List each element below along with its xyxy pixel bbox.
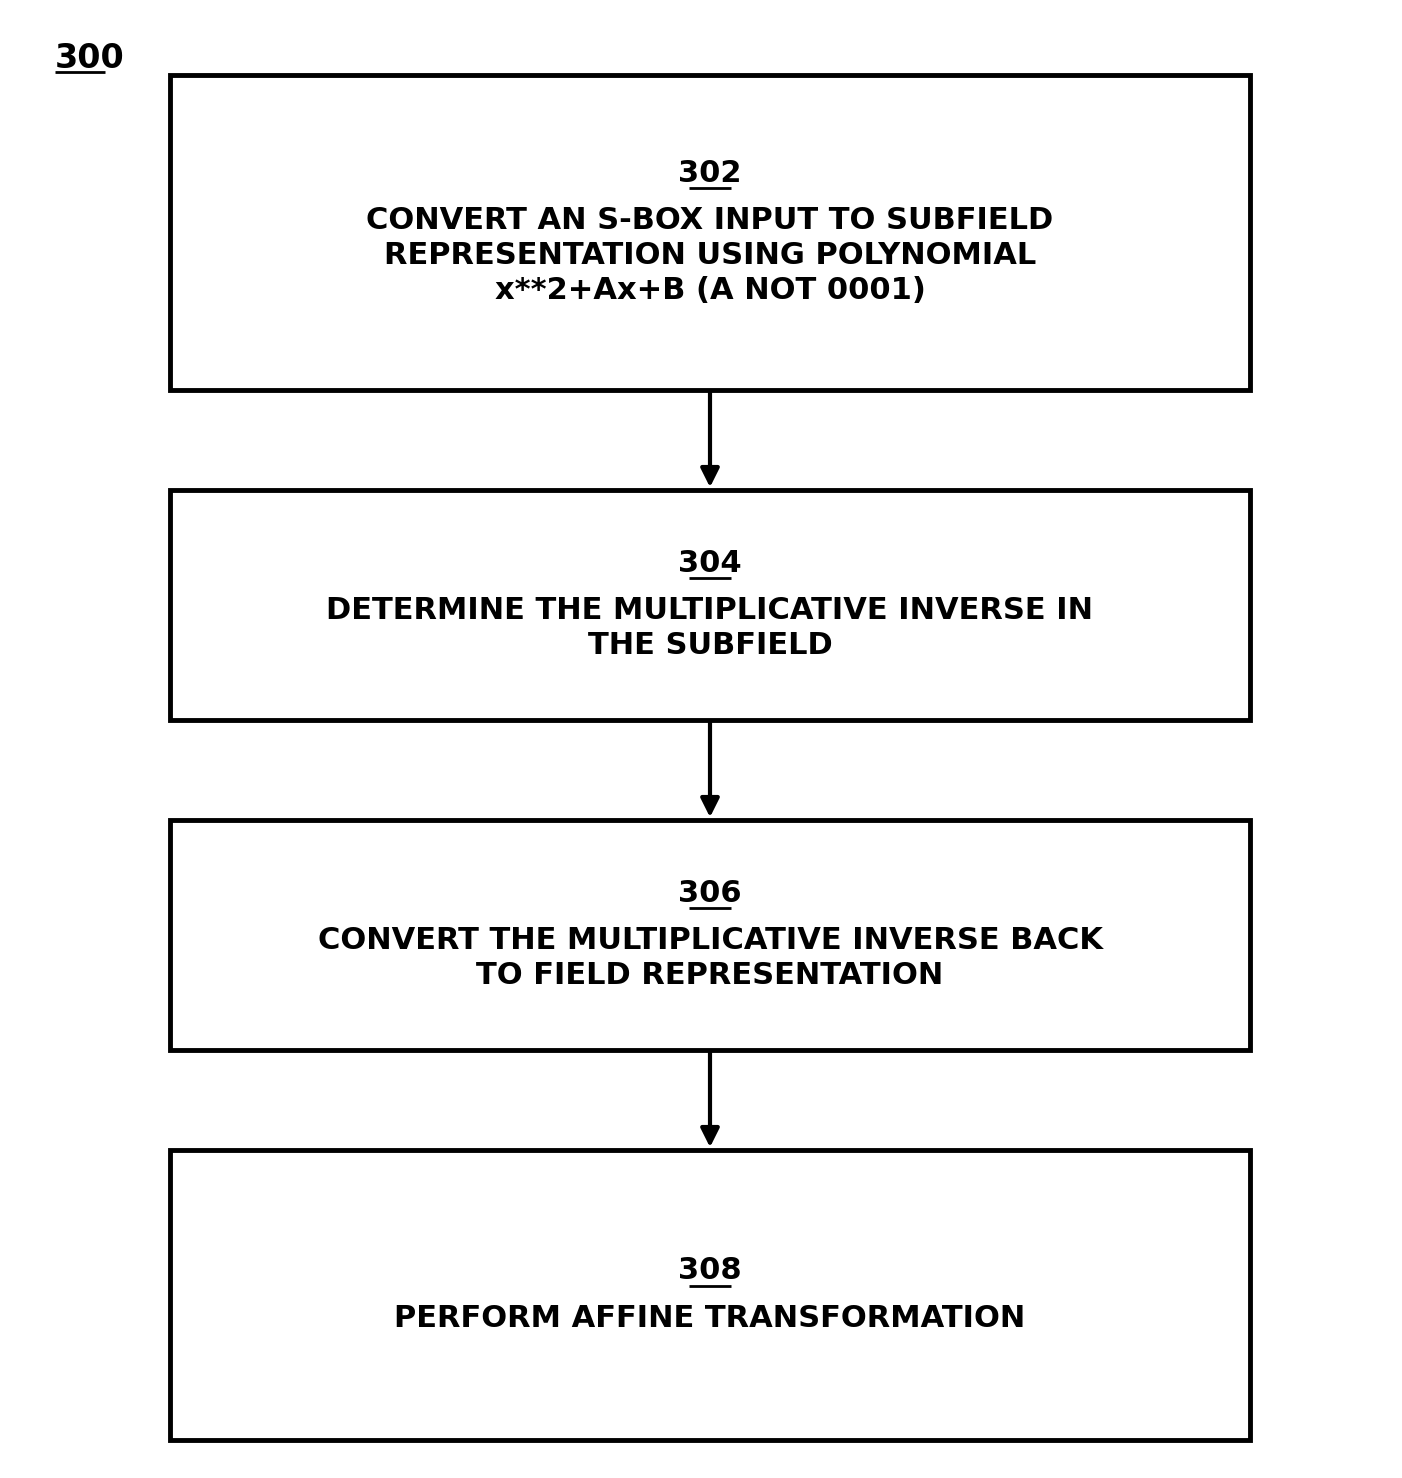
Bar xyxy=(170,1150,1251,1440)
Text: 306: 306 xyxy=(679,879,742,907)
Text: 308: 308 xyxy=(679,1256,742,1286)
Text: x**2+Ax+B (A NOT 0001): x**2+Ax+B (A NOT 0001) xyxy=(495,276,925,306)
Bar xyxy=(170,820,1251,1049)
Bar xyxy=(170,75,1251,390)
Text: THE SUBFIELD: THE SUBFIELD xyxy=(587,631,833,661)
Bar xyxy=(170,491,1251,720)
Text: 300: 300 xyxy=(55,41,125,75)
Text: 304: 304 xyxy=(679,548,742,578)
Text: 302: 302 xyxy=(679,158,742,188)
Text: CONVERT THE MULTIPLICATIVE INVERSE BACK: CONVERT THE MULTIPLICATIVE INVERSE BACK xyxy=(317,927,1102,955)
Text: REPRESENTATION USING POLYNOMIAL: REPRESENTATION USING POLYNOMIAL xyxy=(384,241,1036,270)
Text: DETERMINE THE MULTIPLICATIVE INVERSE IN: DETERMINE THE MULTIPLICATIVE INVERSE IN xyxy=(327,596,1094,625)
Text: PERFORM AFFINE TRANSFORMATION: PERFORM AFFINE TRANSFORMATION xyxy=(394,1304,1026,1333)
Text: CONVERT AN S-BOX INPUT TO SUBFIELD: CONVERT AN S-BOX INPUT TO SUBFIELD xyxy=(366,205,1054,235)
Text: TO FIELD REPRESENTATION: TO FIELD REPRESENTATION xyxy=(477,961,944,990)
